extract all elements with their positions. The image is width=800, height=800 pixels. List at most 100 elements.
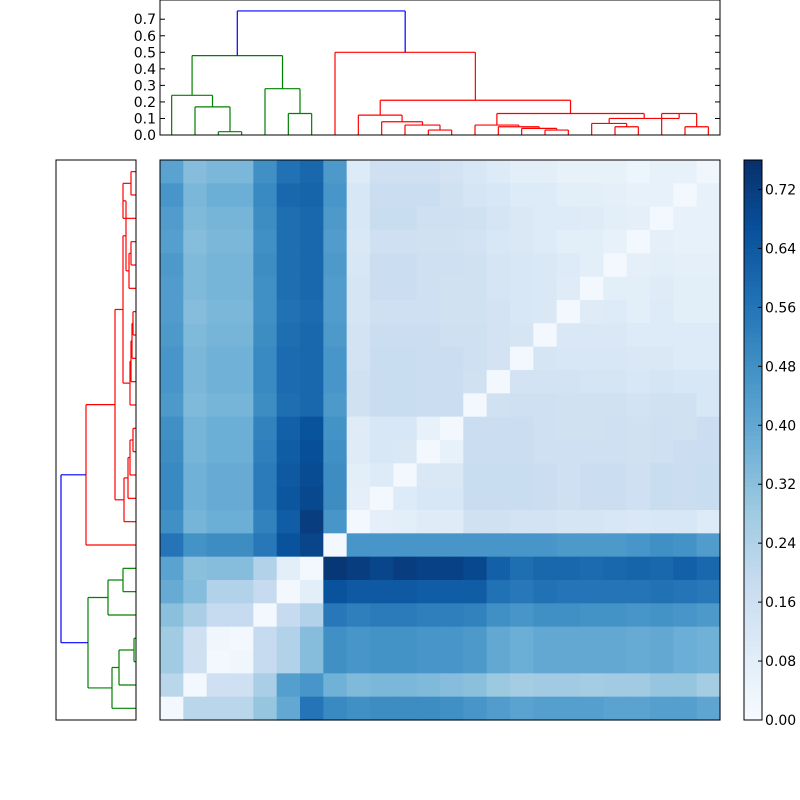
heatmap-cell — [696, 486, 721, 511]
heatmap-cell — [276, 230, 301, 254]
colorbar-segment — [744, 687, 762, 693]
colorbar-segment — [744, 715, 762, 721]
heatmap-cell — [510, 253, 534, 278]
colorbar-segment — [744, 281, 762, 287]
heatmap-cell — [230, 160, 254, 184]
heatmap-cell — [556, 650, 581, 674]
colorbar-segment — [744, 421, 762, 427]
heatmap-cell — [440, 580, 464, 604]
heatmap-cell — [626, 183, 651, 208]
heatmap-cell — [650, 393, 674, 418]
heatmap-cell — [300, 486, 324, 511]
colorbar-axis: 0.00 0.08 0.16 0.24 0.32 0.40 0.48 0.56 0.64 0.72 — [758, 182, 796, 729]
heatmap-cell — [300, 533, 324, 558]
heatmap-cell — [276, 393, 301, 418]
heatmap-cell — [183, 673, 208, 698]
heatmap-cell — [230, 416, 254, 441]
heatmap-cell — [440, 160, 464, 184]
colorbar-tick-label: 0.00 — [765, 713, 796, 729]
heatmap-cell — [533, 463, 558, 488]
heatmap-cell — [346, 230, 371, 254]
heatmap-cell — [370, 463, 394, 488]
colorbar-segment — [744, 645, 762, 651]
heatmap-cell — [230, 556, 254, 581]
heatmap-cell — [416, 253, 441, 278]
heatmap-cell — [416, 533, 441, 558]
heatmap-cell — [393, 183, 418, 208]
heatmap-cell — [183, 580, 208, 604]
heatmap-cell — [206, 510, 231, 534]
heatmap-cell — [673, 440, 698, 464]
colorbar-segment — [744, 314, 762, 320]
heatmap-cell — [253, 696, 278, 721]
colorbar-segment — [744, 477, 762, 483]
heatmap-cell — [370, 440, 394, 464]
heatmap-cell — [556, 440, 581, 464]
heatmap-cell — [160, 370, 184, 394]
heatmap-cell — [580, 556, 604, 581]
heatmap-cell — [393, 370, 418, 394]
heatmap-cell — [230, 346, 254, 371]
heatmap-cell — [696, 463, 721, 488]
heatmap-cell — [230, 533, 254, 558]
heatmap-cell — [626, 486, 651, 511]
heatmap-cell — [510, 440, 534, 464]
heatmap-frame — [159, 159, 721, 721]
heatmap-cell — [253, 416, 278, 441]
heatmap-cell — [276, 556, 301, 581]
heatmap-cell — [626, 510, 651, 534]
heatmap-cell — [533, 580, 558, 604]
heatmap-cell — [603, 160, 628, 184]
heatmap-cell — [626, 580, 651, 604]
colorbar-segment — [744, 678, 762, 684]
colorbar-segment — [744, 286, 762, 292]
heatmap-cell — [556, 626, 581, 651]
colorbar-segment — [744, 164, 762, 170]
heatmap-cell — [323, 416, 348, 441]
heatmap-cell — [556, 160, 581, 184]
heatmap-cell — [183, 160, 208, 184]
heatmap-cell — [580, 580, 604, 604]
heatmap-cell — [486, 580, 511, 604]
heatmap-cell — [486, 510, 511, 534]
heatmap-cell — [463, 183, 488, 208]
heatmap-cell — [323, 603, 348, 628]
heatmap-cell — [533, 486, 558, 511]
heatmap-cell — [346, 696, 371, 721]
colorbar-segment — [744, 547, 762, 553]
colorbar-segment — [744, 197, 762, 203]
heatmap-cell — [206, 160, 231, 184]
heatmap-cell — [253, 440, 278, 464]
heatmap-cell — [673, 276, 698, 301]
colorbar-segment — [744, 248, 762, 254]
heatmap-cell — [206, 323, 231, 348]
colorbar-tick-label: 0.64 — [765, 241, 796, 257]
heatmap-cell — [673, 160, 698, 184]
heatmap-cell — [416, 206, 441, 231]
heatmap-cell — [486, 346, 511, 371]
colorbar-segment — [744, 337, 762, 343]
colorbar-segment — [744, 640, 762, 646]
heatmap-cell — [206, 416, 231, 441]
heatmap-cell — [253, 673, 278, 698]
top-axis-tick-label: 0.2 — [134, 95, 156, 111]
heatmap-cell — [276, 696, 301, 721]
colorbar-segment — [744, 178, 762, 184]
heatmap-cell — [440, 276, 464, 301]
heatmap-cell — [440, 603, 464, 628]
heatmap-cell — [533, 276, 558, 301]
heatmap-cell — [370, 696, 394, 721]
colorbar-segment — [744, 570, 762, 576]
colorbar — [743, 159, 763, 721]
heatmap-cell — [393, 276, 418, 301]
heatmap-cell — [183, 253, 208, 278]
heatmap-cell — [416, 183, 441, 208]
heatmap-cell — [183, 650, 208, 674]
heatmap-cell — [230, 673, 254, 698]
heatmap-cell — [696, 416, 721, 441]
heatmap-cell — [230, 276, 254, 301]
heatmap-cell — [183, 463, 208, 488]
heatmap-cell — [370, 160, 394, 184]
heatmap-cell — [300, 183, 324, 208]
heatmap-cell — [580, 696, 604, 721]
